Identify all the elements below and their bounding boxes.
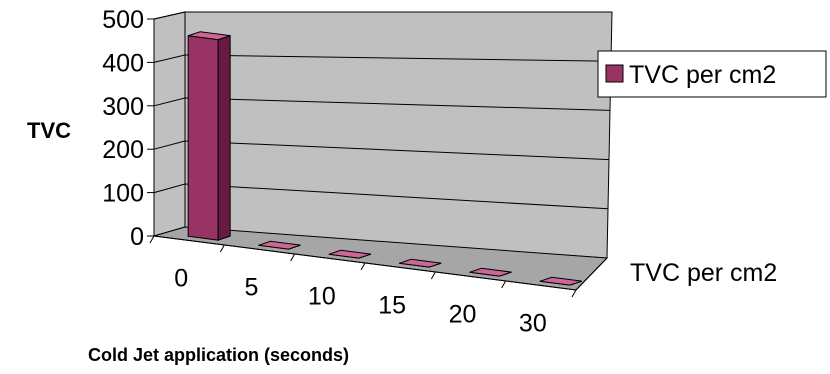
bar-20	[469, 267, 512, 277]
bar-top	[258, 240, 301, 250]
y-axis-ticks: 0 100 200 300 400 500	[102, 6, 154, 251]
x-tick-label: 15	[378, 292, 406, 320]
gridline	[184, 183, 609, 210]
gridline	[153, 140, 186, 150]
x-tick-mark	[360, 262, 366, 271]
gridline	[153, 97, 186, 107]
legend-swatch	[605, 64, 624, 83]
gridlines	[153, 11, 612, 210]
bar-front	[187, 35, 219, 241]
chart-side-wall	[153, 11, 186, 237]
y-tick-label: 0	[130, 223, 144, 251]
x-tick-mark	[219, 244, 225, 253]
legend: TVC per cm2	[597, 50, 827, 98]
gridline	[184, 140, 610, 161]
x-axis-ticks: 0 5 10 15 20 30	[149, 235, 577, 338]
legend-label: TVC per cm2	[629, 61, 776, 89]
depth-axis-label: TVC per cm2	[630, 259, 777, 287]
bar-top	[188, 31, 231, 41]
y-tick-label: 400	[102, 49, 144, 77]
x-tick-label: 5	[245, 274, 259, 302]
bar-15	[399, 258, 442, 268]
x-tick-label: 20	[449, 301, 477, 329]
x-axis-title: Cold Jet application (seconds)	[88, 345, 349, 365]
bar-10	[328, 249, 371, 259]
bar-side	[217, 34, 231, 241]
gridline	[153, 183, 186, 194]
y-tick-label: 200	[102, 136, 144, 164]
x-tick-mark	[430, 271, 436, 280]
x-tick-label: 0	[174, 265, 188, 293]
bar-top	[328, 249, 371, 259]
depth-axis-line	[575, 257, 608, 291]
bar-top	[469, 267, 512, 277]
x-tick-mark	[571, 289, 577, 298]
x-tick-label: 10	[308, 283, 336, 311]
x-tick-mark	[501, 280, 507, 289]
bar-5	[258, 240, 301, 250]
bar-top	[539, 276, 582, 286]
x-tick-mark	[149, 235, 155, 244]
bar-top	[399, 258, 442, 268]
y-axis-title: TVC	[27, 118, 71, 143]
bar-0	[187, 31, 231, 241]
gridline	[184, 97, 611, 111]
gridline	[184, 54, 612, 62]
x-tick-label: 30	[519, 310, 547, 338]
gridline	[153, 11, 186, 20]
bars	[187, 31, 582, 286]
gridline	[153, 54, 186, 63]
y-tick-label: 500	[102, 6, 144, 34]
legend-box	[597, 50, 827, 98]
bar-30	[539, 276, 582, 286]
x-tick-mark	[290, 253, 296, 262]
y-tick-label: 300	[102, 93, 144, 121]
y-tick-label: 100	[102, 180, 144, 208]
